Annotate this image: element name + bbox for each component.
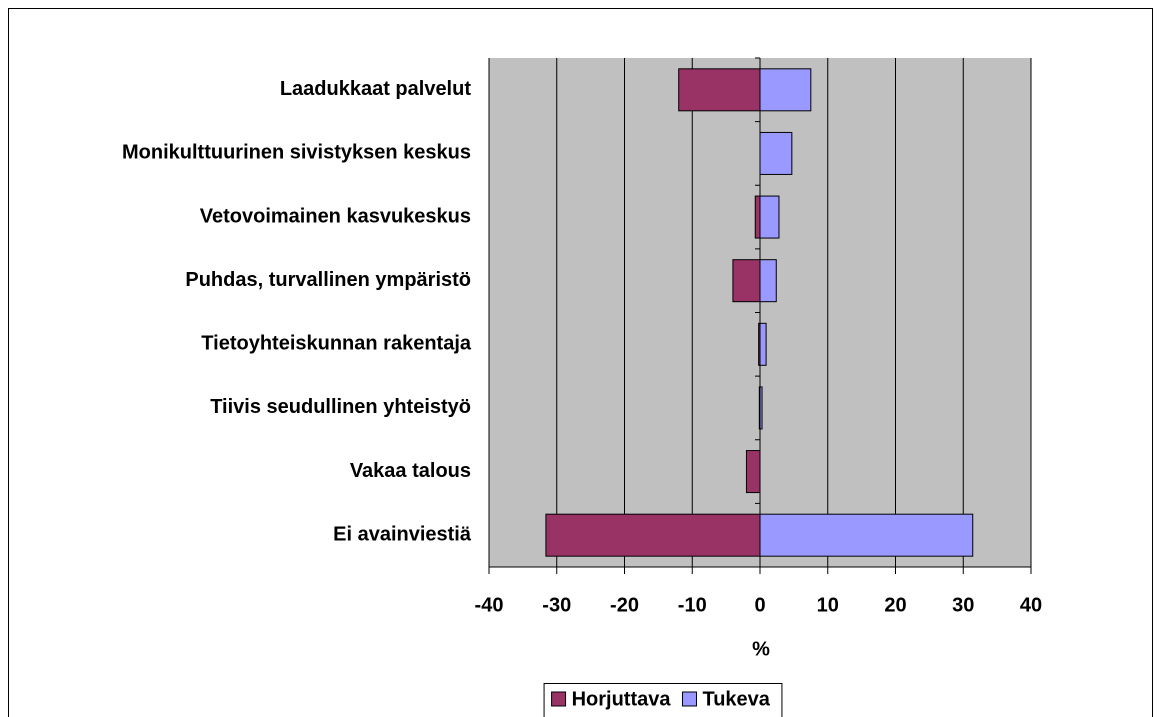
y-tick-label: Tietoyhteiskunnan rakentaja bbox=[201, 333, 472, 355]
x-tick-label: 20 bbox=[884, 594, 906, 616]
legend-box bbox=[543, 683, 783, 717]
y-tick-label: Puhdas, turvallinen ympäristö bbox=[185, 269, 471, 291]
bar bbox=[545, 513, 761, 557]
x-tick-label: 30 bbox=[952, 594, 974, 616]
x-tick-label: -20 bbox=[610, 594, 639, 616]
y-tick-label: Vakaa talous bbox=[350, 460, 471, 482]
x-tick-label: 10 bbox=[817, 594, 839, 616]
bar bbox=[759, 259, 777, 303]
legend-swatch bbox=[551, 691, 567, 707]
y-tick-label: Monikulttuurinen sivistyksen keskus bbox=[122, 142, 471, 164]
bar bbox=[759, 322, 767, 366]
x-tick-label: -40 bbox=[475, 594, 504, 616]
bar bbox=[745, 450, 761, 494]
x-tick-label: 40 bbox=[1020, 594, 1042, 616]
bar bbox=[759, 195, 780, 239]
bar bbox=[754, 195, 761, 239]
bar bbox=[759, 68, 812, 112]
y-tick-label: Laadukkaat palvelut bbox=[280, 78, 472, 100]
x-tick-label: 0 bbox=[754, 594, 765, 616]
y-tick-label: Ei avainviestiä bbox=[333, 523, 472, 545]
bar bbox=[732, 259, 761, 303]
legend-label: Horjuttava bbox=[572, 688, 672, 710]
bar bbox=[759, 513, 974, 557]
y-tick-label: Vetovoimainen kasvukeskus bbox=[200, 205, 471, 227]
x-tick-label: -30 bbox=[542, 594, 571, 616]
y-tick-label: Tiivis seudullinen yhteistyö bbox=[210, 396, 471, 418]
x-tick-label: -10 bbox=[678, 594, 707, 616]
legend-swatch bbox=[681, 691, 697, 707]
bar bbox=[759, 131, 793, 175]
bar bbox=[678, 68, 761, 112]
legend-label: Tukeva bbox=[702, 688, 770, 710]
x-axis-label: % bbox=[752, 638, 770, 660]
